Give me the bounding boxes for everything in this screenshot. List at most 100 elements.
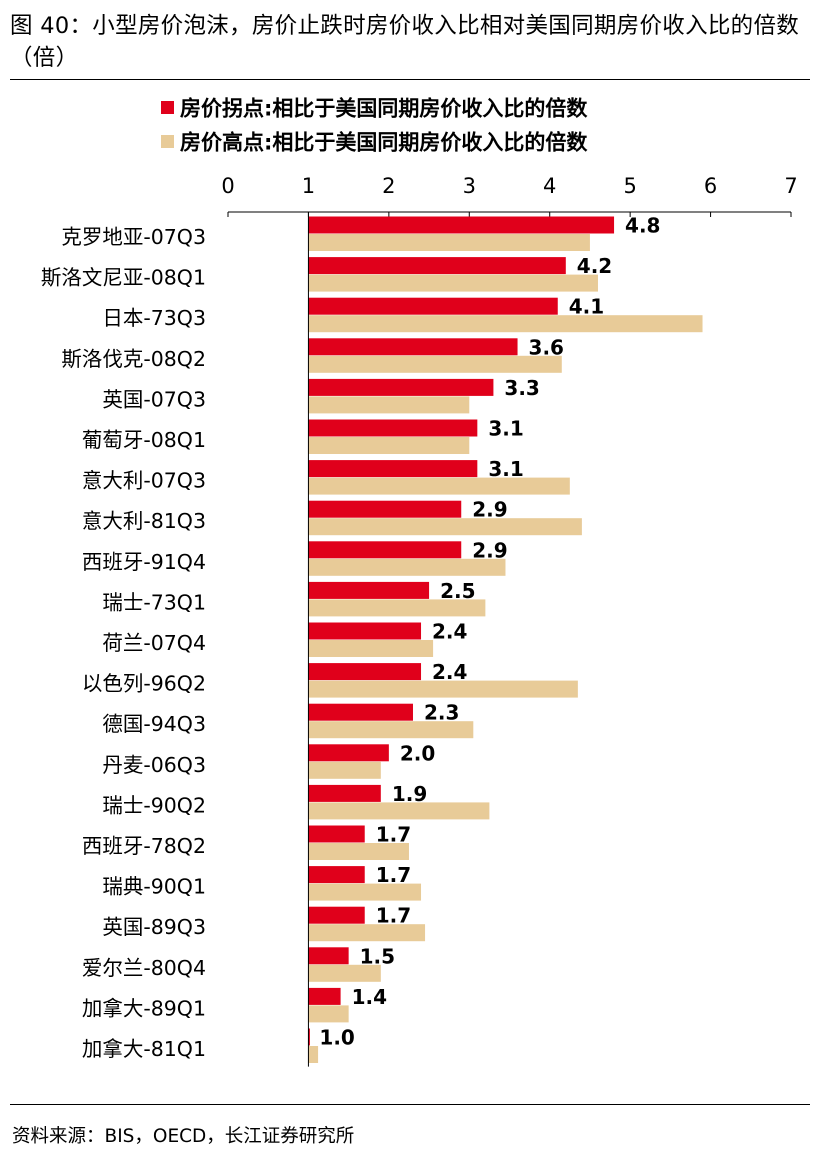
category-label: 英国-07Q3 bbox=[102, 387, 206, 411]
category-label: 意大利-07Q3 bbox=[82, 469, 206, 493]
x-axis: 0 1 2 3 4 5 6 7 bbox=[221, 174, 798, 217]
bar-inflection bbox=[308, 663, 422, 681]
x-tick-label: 5 bbox=[623, 174, 636, 198]
x-tick-label: 4 bbox=[543, 174, 556, 198]
bar-peak bbox=[308, 437, 470, 454]
bar-inflection bbox=[308, 216, 615, 234]
data-label: 1.7 bbox=[376, 863, 411, 887]
bar-peak bbox=[308, 924, 426, 942]
source-divider bbox=[10, 1104, 810, 1105]
bar-peak bbox=[308, 883, 422, 901]
category-label: 斯洛伐克-08Q2 bbox=[61, 347, 206, 371]
source-note: 资料来源：BIS，OECD，长江证券研究所 bbox=[12, 1126, 355, 1147]
category-label: 瑞士-73Q1 bbox=[102, 590, 206, 614]
data-label: 3.3 bbox=[504, 376, 539, 400]
figure-title: 图 40：小型房价泡沫，房价止跌时房价收入比相对美国同期房价收入比的倍数（倍） bbox=[10, 13, 800, 71]
category-label: 加拿大-89Q1 bbox=[82, 996, 206, 1020]
bar-inflection bbox=[308, 500, 462, 518]
bar-inflection bbox=[308, 987, 341, 1005]
category-label: 加拿大-81Q1 bbox=[82, 1037, 206, 1061]
bar-inflection bbox=[308, 581, 430, 599]
bar-inflection bbox=[308, 338, 518, 356]
bars: 4.8 4.2 4.13.6 3.3 3.1 3.1 2.9 2.9 2.5 2.4 2.4 2.3 2… bbox=[307, 212, 703, 1067]
bar-inflection bbox=[308, 378, 494, 396]
bar-peak bbox=[308, 396, 470, 414]
bar-peak bbox=[308, 680, 578, 698]
category-label: 德国-94Q3 bbox=[102, 712, 206, 736]
bar-peak bbox=[308, 558, 506, 576]
category-label: 荷兰-07Q4 bbox=[102, 631, 206, 655]
bar-inflection bbox=[308, 784, 381, 802]
data-label: 2.4 bbox=[432, 660, 467, 684]
bar-inflection bbox=[308, 622, 422, 640]
legend-label-2: 房价高点:相比于美国同期房价收入比的倍数 bbox=[180, 131, 588, 155]
category-label: 爱尔兰-80Q4 bbox=[82, 956, 206, 980]
category-label: 西班牙-91Q4 bbox=[82, 550, 206, 574]
x-tick-label: 3 bbox=[463, 174, 476, 198]
bar-peak bbox=[308, 477, 570, 495]
data-label: 3.1 bbox=[488, 417, 523, 441]
bar-peak bbox=[308, 843, 409, 860]
category-label: 意大利-81Q3 bbox=[82, 509, 206, 533]
bar-inflection bbox=[308, 257, 566, 275]
data-label: 4.2 bbox=[577, 254, 612, 278]
x-tick-label: 2 bbox=[382, 174, 395, 198]
category-label: 葡萄牙-08Q1 bbox=[82, 428, 206, 452]
data-label: 1.7 bbox=[376, 904, 411, 928]
bar-peak bbox=[308, 1005, 349, 1023]
bar-peak bbox=[308, 761, 381, 779]
x-tick-label: 7 bbox=[784, 174, 797, 198]
data-label: 2.9 bbox=[472, 498, 507, 522]
data-label: 1.5 bbox=[360, 944, 395, 968]
legend-swatch-2 bbox=[161, 135, 174, 148]
data-label: 2.4 bbox=[432, 620, 467, 644]
x-tick-label: 0 bbox=[221, 174, 234, 198]
bar-peak bbox=[308, 964, 381, 982]
bar-inflection bbox=[308, 906, 365, 924]
bar-inflection bbox=[308, 947, 349, 965]
data-label: 1.7 bbox=[376, 823, 411, 847]
x-tick-label: 1 bbox=[302, 174, 315, 198]
bar-inflection bbox=[308, 825, 365, 843]
bar-inflection bbox=[308, 419, 478, 437]
data-label: 3.1 bbox=[488, 457, 523, 481]
data-label: 1.4 bbox=[352, 985, 387, 1009]
bar-inflection bbox=[308, 460, 478, 478]
data-label: 4.8 bbox=[625, 214, 660, 238]
category-label: 瑞典-90Q1 bbox=[102, 875, 206, 899]
data-label: 2.3 bbox=[424, 701, 459, 725]
data-label: 4.1 bbox=[569, 295, 604, 319]
bar-inflection bbox=[308, 703, 413, 721]
bar-inflection bbox=[308, 541, 462, 559]
data-label: 1.9 bbox=[392, 782, 427, 806]
bar-peak bbox=[308, 355, 562, 373]
bar-inflection bbox=[308, 866, 365, 884]
category-labels: 克罗地亚-07Q3 斯洛文尼亚-08Q1 日本-73Q3 斯洛伐克-08Q2 英国-07… bbox=[41, 225, 206, 1061]
bar-inflection bbox=[308, 1028, 310, 1046]
bar-peak bbox=[308, 315, 703, 333]
category-label: 英国-89Q3 bbox=[102, 915, 206, 939]
bar-peak bbox=[308, 234, 590, 251]
category-label: 西班牙-78Q2 bbox=[82, 834, 206, 858]
bar-peak bbox=[308, 802, 490, 820]
bar-peak bbox=[308, 721, 474, 739]
legend-label-1: 房价拐点:相比于美国同期房价收入比的倍数 bbox=[180, 97, 588, 121]
x-tick-label: 6 bbox=[704, 174, 717, 198]
category-label: 丹麦-06Q3 bbox=[102, 753, 206, 777]
bar-peak bbox=[308, 640, 434, 657]
data-label: 1.0 bbox=[319, 1026, 354, 1050]
category-label: 克罗地亚-07Q3 bbox=[61, 225, 206, 249]
bar-peak bbox=[308, 518, 582, 536]
legend-swatch-1 bbox=[161, 101, 174, 114]
category-label: 瑞士-90Q2 bbox=[102, 793, 206, 817]
data-label: 2.0 bbox=[400, 741, 435, 765]
bar-peak bbox=[308, 274, 598, 292]
data-label: 2.5 bbox=[440, 579, 475, 603]
category-label: 日本-73Q3 bbox=[102, 306, 206, 330]
bar-peak bbox=[308, 1046, 319, 1063]
title-divider bbox=[10, 79, 810, 80]
data-label: 2.9 bbox=[472, 538, 507, 562]
bar-inflection bbox=[308, 744, 389, 762]
